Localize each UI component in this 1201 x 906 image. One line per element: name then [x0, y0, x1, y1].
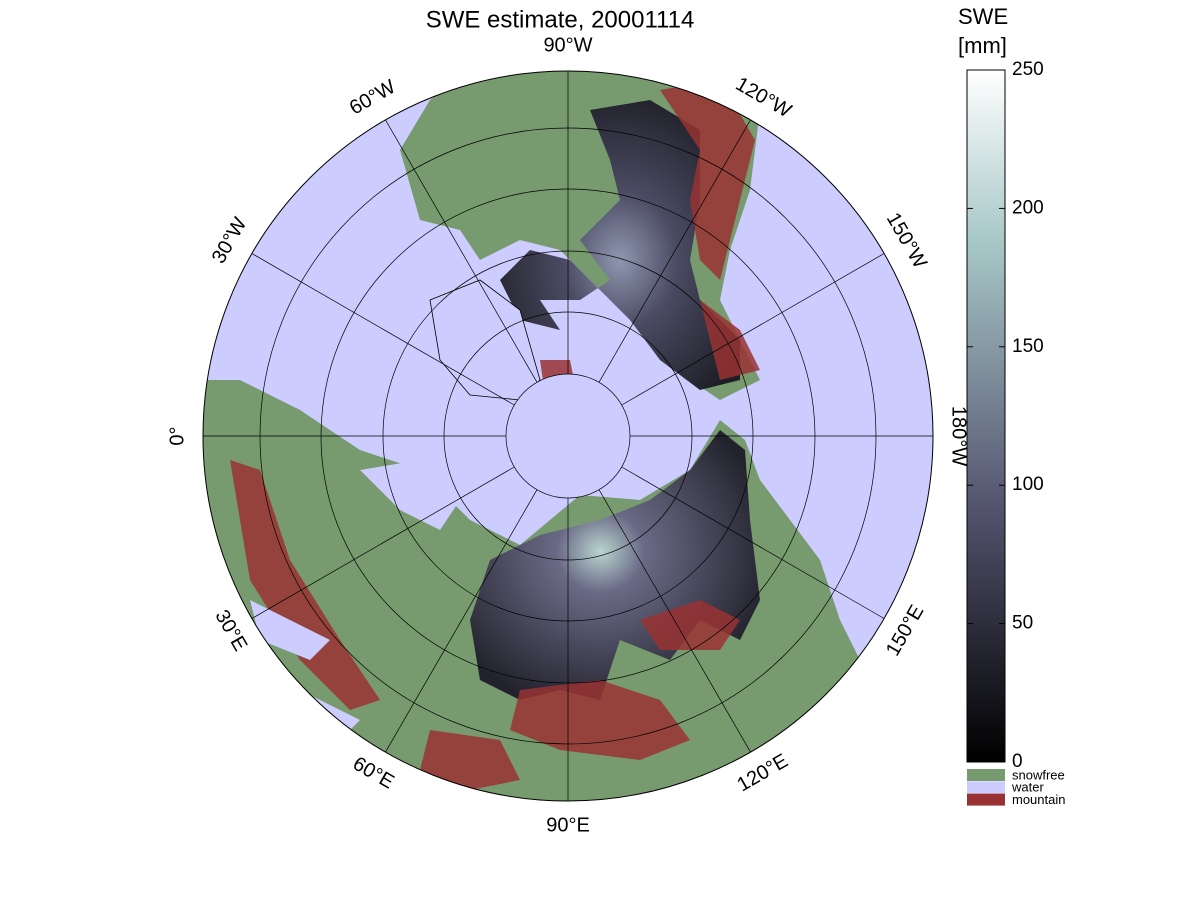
colorbar-tick-label: 100	[1012, 474, 1044, 495]
colorbar-tick-label: 0	[1012, 751, 1023, 772]
meridian	[598, 119, 751, 383]
legend-swatch	[967, 769, 1005, 781]
longitude-label: 90°E	[546, 814, 590, 836]
mountain-north-america	[540, 80, 760, 395]
longitude-label: 180°W	[948, 406, 970, 466]
colorbar-tick-label: 200	[1012, 197, 1044, 218]
snow-north-america	[500, 100, 740, 390]
meridian	[621, 466, 885, 619]
legend-swatch	[967, 781, 1005, 794]
colorbar	[966, 69, 1006, 763]
water-eurasia	[250, 460, 460, 740]
meridian	[251, 466, 515, 619]
meridian	[251, 253, 515, 406]
map-border	[202, 70, 934, 802]
longitude-label: 30°W	[208, 214, 252, 268]
colorbar-tick-label: 150	[1012, 336, 1044, 357]
colorbar-label: [mm]	[958, 33, 1007, 58]
legend-label: snowfree	[1012, 767, 1065, 782]
map-title: SWE estimate, 20001114	[426, 6, 695, 33]
colorbar-tick-label: 50	[1012, 613, 1033, 634]
polar-hole	[506, 374, 630, 498]
longitude-label: 0°	[166, 426, 188, 445]
legend-label: mountain	[1012, 792, 1065, 807]
colorbar-label: SWE	[958, 4, 1008, 29]
mountain-eurasia	[230, 460, 740, 801]
meridian	[385, 489, 538, 753]
longitude-label: 90°W	[543, 34, 592, 56]
legend-swatch	[967, 793, 1005, 806]
map-disk	[203, 71, 933, 801]
meridian	[621, 253, 885, 406]
meridian	[598, 489, 751, 753]
colorbar-tick-label: 250	[1012, 59, 1044, 80]
meridian	[385, 119, 538, 383]
legend-label: water	[1011, 780, 1044, 795]
graticule	[203, 71, 933, 801]
longitude-label: 30°E	[210, 606, 251, 655]
longitude-label: 60°E	[349, 753, 398, 794]
longitude-label: 60°W	[346, 76, 400, 120]
